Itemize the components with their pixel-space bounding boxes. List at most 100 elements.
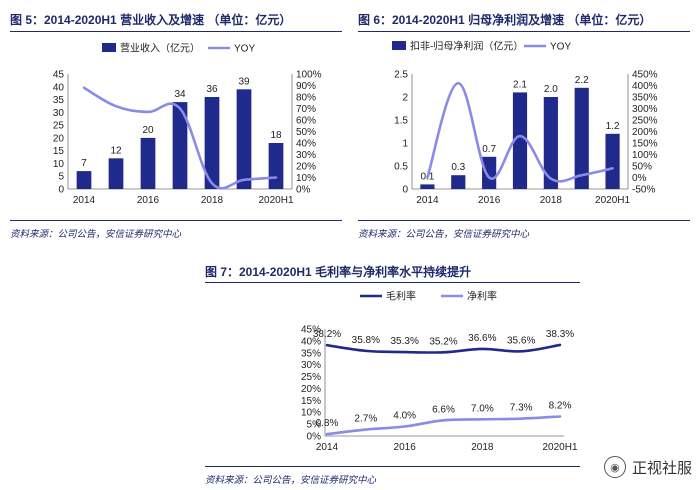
fig5-ytick-right: 0% [296, 185, 311, 196]
figure-7-source: 资料来源：公司公告，安信证券研究中心 [205, 476, 377, 486]
fig6-bar [543, 97, 558, 189]
figure-6-rule [358, 31, 690, 32]
fig7-ytick: 0% [307, 432, 322, 443]
fig7-xtick: 2018 [471, 442, 494, 453]
fig6-bar [605, 133, 620, 189]
fig6-bar-label: 0.7 [482, 144, 496, 155]
fig6-bar-label: 2.2 [575, 75, 589, 86]
fig7-net-margin-line [325, 415, 562, 436]
figure-6-chart: 0 0.5 1 1.5 2 2.5 -50%0%50%100%150%200%250%300… [392, 40, 658, 206]
fig7-ytick: 5% [307, 420, 322, 431]
fig5-yoy-line [82, 86, 278, 190]
fig6-bar [451, 175, 466, 189]
fig6-bar-label: 2.0 [544, 84, 558, 95]
watermark-text: 正视社服 [631, 458, 692, 477]
fig5-legend-yoy-label: YOY [234, 44, 255, 55]
fig7-ytick: 40% [301, 336, 321, 347]
fig6-legend-yoy-label: YOY [550, 42, 571, 53]
fig7-ytick: 25% [301, 372, 321, 383]
figure-5-rule [10, 31, 342, 32]
fig5-ytick-left: 30 [53, 108, 65, 119]
fig5-bar-label: 7 [81, 158, 87, 169]
fig5-bar-label: 12 [110, 145, 122, 156]
fig5-ytick-right: 70% [296, 104, 316, 115]
fig5-bar-label: 39 [238, 76, 250, 87]
fig5-ytick-left: 0 [58, 185, 64, 196]
fig5-ytick-left: 15 [53, 146, 65, 157]
fig6-bar [574, 87, 589, 189]
fig7-legend-net-label: 净利率 [467, 290, 497, 303]
fig6-ytick-left: 0 [402, 185, 408, 196]
fig5-bar [172, 102, 188, 189]
fig5-ytick-right: 80% [296, 93, 316, 104]
fig6-yoy-line [426, 81, 614, 183]
fig5-bar [236, 89, 252, 189]
fig5-bar-label: 36 [206, 84, 218, 95]
fig5-ytick-right: 40% [296, 139, 316, 150]
fig7-gross-margin-label: 35.2% [429, 336, 457, 347]
fig6-bar [482, 156, 497, 189]
fig6-ytick-right: 50% [632, 162, 652, 173]
fig5-bar [108, 158, 124, 189]
fig6-xtick: 2014 [416, 195, 439, 206]
fig7-ytick: 35% [301, 348, 321, 359]
fig6-ytick-right: -50% [632, 185, 655, 196]
fig6-ytick-right: 100% [632, 150, 658, 161]
fig5-bar [140, 137, 156, 189]
fig7-gross-margin-label: 35.6% [507, 335, 535, 346]
fig5-bar [268, 143, 284, 189]
fig6-ytick-right: 250% [632, 116, 658, 127]
fig6-ytick-right: 0% [632, 173, 647, 184]
fig6-xtick: 2020H1 [595, 195, 630, 206]
fig7-net-margin-label: 2.7% [354, 414, 377, 425]
fig7-gross-margin-label: 38.3% [546, 329, 574, 340]
fig7-gross-margin-line [325, 343, 562, 354]
fig5-xtick: 2014 [73, 195, 96, 206]
fig6-ytick-right: 400% [632, 81, 658, 92]
figure-5-chart: 0510152025303540450%10%20%30%40%50%60%70… [53, 42, 322, 207]
fig5-xtick: 2018 [201, 195, 224, 206]
fig7-ytick: 30% [301, 360, 321, 371]
fig5-ytick-left: 5 [58, 172, 64, 183]
wechat-icon: ◉ [603, 456, 626, 478]
fig6-bar [512, 92, 528, 189]
figure-6-source: 资料来源：公司公告，安信证券研究中心 [358, 230, 530, 240]
fig7-net-margin-label: 6.6% [432, 404, 455, 415]
fig6-ytick-right: 350% [632, 93, 658, 104]
fig5-bar [204, 97, 220, 189]
fig5-ytick-right: 20% [296, 162, 316, 173]
fig5-bar-label: 20 [142, 125, 154, 136]
fig7-ytick: 15% [301, 396, 321, 407]
fig7-ytick: 45% [301, 325, 321, 336]
fig5-ytick-right: 30% [296, 150, 316, 161]
fig6-ytick-right: 150% [632, 139, 658, 150]
fig7-gross-margin-label: 38.2% [313, 329, 341, 340]
fig7-xtick: 2014 [316, 442, 339, 453]
fig6-bar-label: 1.2 [606, 121, 620, 132]
fig5-ytick-left: 35 [53, 95, 65, 106]
fig7-xtick: 2016 [394, 442, 417, 453]
fig7-net-margin-label: 4.0% [393, 410, 416, 421]
fig6-ytick-right: 300% [632, 104, 658, 115]
figure-5-title: 图 5：2014-2020H1 营业收入及增速 （单位：亿元） [10, 13, 292, 27]
figure-6-bottom-rule [358, 220, 690, 221]
fig5-ytick-left: 25 [53, 121, 65, 132]
figure-6-title: 图 6：2014-2020H1 归母净利润及增速 （单位：亿元） [358, 13, 652, 27]
fig7-net-margin-label: 8.2% [549, 401, 572, 412]
figure-7-bottom-rule [205, 466, 580, 467]
fig7-net-margin-label: 7.3% [510, 403, 533, 414]
fig7-legend-gross-label: 毛利率 [386, 290, 416, 303]
fig6-xtick: 2016 [478, 195, 501, 206]
fig5-ytick-left: 40 [53, 82, 65, 93]
fig5-legend-bar-label: 营业收入（亿元） [120, 42, 200, 55]
fig7-ytick: 20% [301, 384, 321, 395]
fig7-gross-margin-label: 35.8% [352, 335, 380, 346]
watermark: ◉ 正视社服 [603, 456, 692, 478]
fig5-ytick-right: 90% [296, 81, 316, 92]
fig6-bar-label: 0.3 [451, 162, 465, 173]
fig6-ytick-right: 450% [632, 70, 658, 81]
fig5-ytick-left: 20 [53, 133, 65, 144]
fig6-ytick-right: 200% [632, 127, 658, 138]
fig5-ytick-left: 45 [53, 70, 65, 81]
fig5-ytick-right: 60% [296, 116, 316, 127]
